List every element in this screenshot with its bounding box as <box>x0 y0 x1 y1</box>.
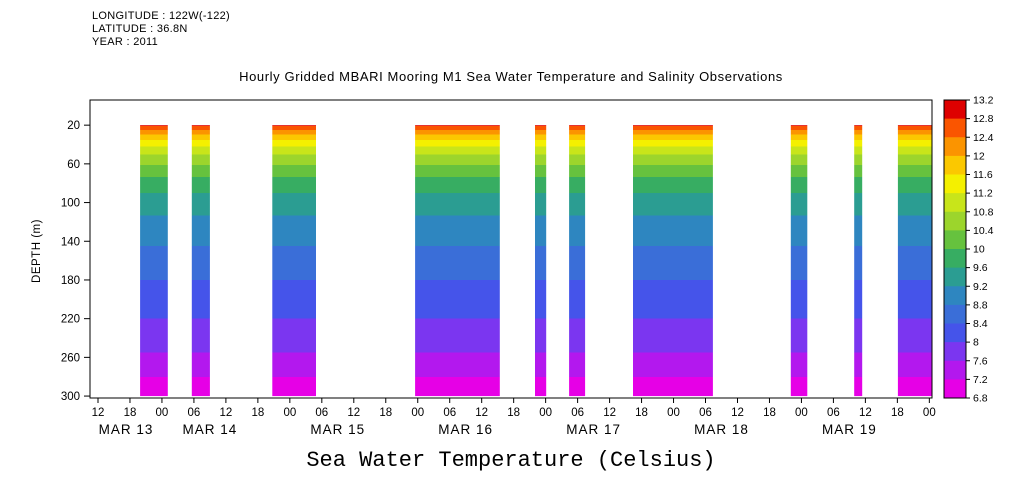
colorbar-tick-label: 6.8 <box>973 393 988 405</box>
x-axis: 12 18 00 06 12 18 00 06 12 18 00 06 12 18 00 06 12 18 00 06… <box>92 398 936 437</box>
x-date-label: MAR 17 <box>566 422 621 437</box>
colorbar-tick-label: 10.4 <box>973 225 994 237</box>
y-tick-label: 180 <box>61 275 80 287</box>
y-axis: 20 60 100 140 180 220 260 300 <box>61 120 90 403</box>
colorbar-tick-label: 7.2 <box>973 374 988 386</box>
colorbar-cell <box>944 379 966 399</box>
x-date-label: MAR 14 <box>183 422 238 437</box>
colorbar-tick-label: 7.6 <box>973 355 988 367</box>
colorbar-cell <box>944 174 966 194</box>
colorbar-cell <box>944 193 966 213</box>
temperature-band <box>535 125 547 397</box>
x-tick-label: 12 <box>475 407 488 419</box>
x-tick-label: 18 <box>635 407 648 419</box>
x-tick-label: 00 <box>283 407 296 419</box>
header-year: YEAR : 2011 <box>92 36 159 48</box>
x-date-label: MAR 15 <box>310 422 365 437</box>
x-tick-label: 00 <box>795 407 808 419</box>
colorbar-cell <box>944 155 966 176</box>
x-tick-label: 06 <box>699 407 712 419</box>
colorbar-cell <box>944 211 966 231</box>
plot-frame <box>89 99 933 399</box>
x-tick-label: 12 <box>731 407 744 419</box>
header-block: LONGITUDE : 122W(-122) LATITUDE : 36.8N … <box>92 10 230 49</box>
colorbar-tick-label: 11.6 <box>973 169 993 181</box>
x-tick-label: 00 <box>923 407 936 419</box>
x-tick-label: 18 <box>507 407 520 419</box>
colorbar-cell <box>944 100 966 120</box>
x-tick-label: 12 <box>219 407 232 419</box>
colorbar-tick-label: 9.6 <box>973 262 988 274</box>
y-tick-label: 300 <box>61 391 80 403</box>
colorbar-cell <box>944 323 966 343</box>
x-tick-label: 12 <box>92 407 105 419</box>
colorbar-cell <box>944 137 966 157</box>
header-latitude: LATITUDE : 36.8N <box>92 23 188 35</box>
temperature-bands <box>140 125 932 397</box>
x-tick-label: 00 <box>156 407 169 419</box>
colorbar-tick-label: 11.2 <box>973 188 993 200</box>
x-date-label: MAR 18 <box>694 422 749 437</box>
x-tick-label: 12 <box>859 407 872 419</box>
y-tick-label: 220 <box>61 314 80 326</box>
temperature-band <box>897 125 932 397</box>
colorbar-tick-label: 12.4 <box>973 132 994 144</box>
y-tick-label: 140 <box>61 236 80 248</box>
x-tick-label: 00 <box>411 407 424 419</box>
y-tick-label: 260 <box>61 352 80 364</box>
colorbar-tick-label: 13.2 <box>973 95 994 107</box>
colorbar-cell <box>944 230 966 250</box>
x-date-label: MAR 19 <box>822 422 877 437</box>
colorbar-tick-label: 10.8 <box>973 206 994 218</box>
colorbar-cell <box>944 249 966 269</box>
x-tick-label: 18 <box>379 407 392 419</box>
colorbar-cell <box>944 360 966 380</box>
colorbar-tick-label: 8 <box>973 337 979 349</box>
y-tick-label: 20 <box>67 120 80 132</box>
chart-footer-title: Sea Water Temperature (Celsius) <box>306 448 716 473</box>
plot-title: Hourly Gridded MBARI Mooring M1 Sea Wate… <box>239 69 783 84</box>
x-tick-label: 06 <box>571 407 584 419</box>
colorbar-tick-label: 12 <box>973 150 985 162</box>
x-tick-label: 00 <box>539 407 552 419</box>
x-date-label: MAR 13 <box>99 422 154 437</box>
x-tick-label: 18 <box>891 407 904 419</box>
temperature-band <box>415 125 500 397</box>
colorbar-tick-label: 12.8 <box>973 113 994 125</box>
x-tick-label: 06 <box>315 407 328 419</box>
x-tick-label: 06 <box>188 407 201 419</box>
x-tick-label: 18 <box>251 407 264 419</box>
temperature-band <box>854 125 863 397</box>
colorbar-cell <box>944 267 966 287</box>
temperature-band <box>790 125 808 397</box>
x-tick-label: 06 <box>443 407 456 419</box>
colorbar-cell <box>944 286 966 306</box>
colorbar: 13.2 12.8 12.4 12 11.6 11.2 10.8 10.4 10 9.6 9.2 8.… <box>943 95 994 405</box>
colorbar-cell <box>944 304 966 325</box>
x-tick-label: 18 <box>124 407 137 419</box>
colorbar-cell <box>944 342 966 362</box>
colorbar-tick-label: 9.2 <box>973 281 988 293</box>
x-tick-label: 12 <box>603 407 616 419</box>
header-longitude: LONGITUDE : 122W(-122) <box>92 10 231 22</box>
temperature-band <box>191 125 210 397</box>
x-tick-label: 12 <box>347 407 360 419</box>
colorbar-tick-label: 10 <box>973 244 985 256</box>
y-tick-label: 60 <box>67 159 80 171</box>
temperature-band <box>569 125 586 397</box>
x-tick-label: 18 <box>763 407 776 419</box>
y-tick-label: 100 <box>61 198 80 210</box>
x-tick-label: 00 <box>667 407 680 419</box>
x-tick-label: 06 <box>827 407 840 419</box>
temperature-band <box>272 125 316 397</box>
temperature-band <box>140 125 168 397</box>
x-date-label: MAR 16 <box>438 422 493 437</box>
colorbar-tick-label: 8.4 <box>973 318 988 330</box>
colorbar-cell <box>944 118 966 138</box>
colorbar-tick-label: 8.8 <box>973 299 988 311</box>
temperature-band <box>633 125 713 397</box>
